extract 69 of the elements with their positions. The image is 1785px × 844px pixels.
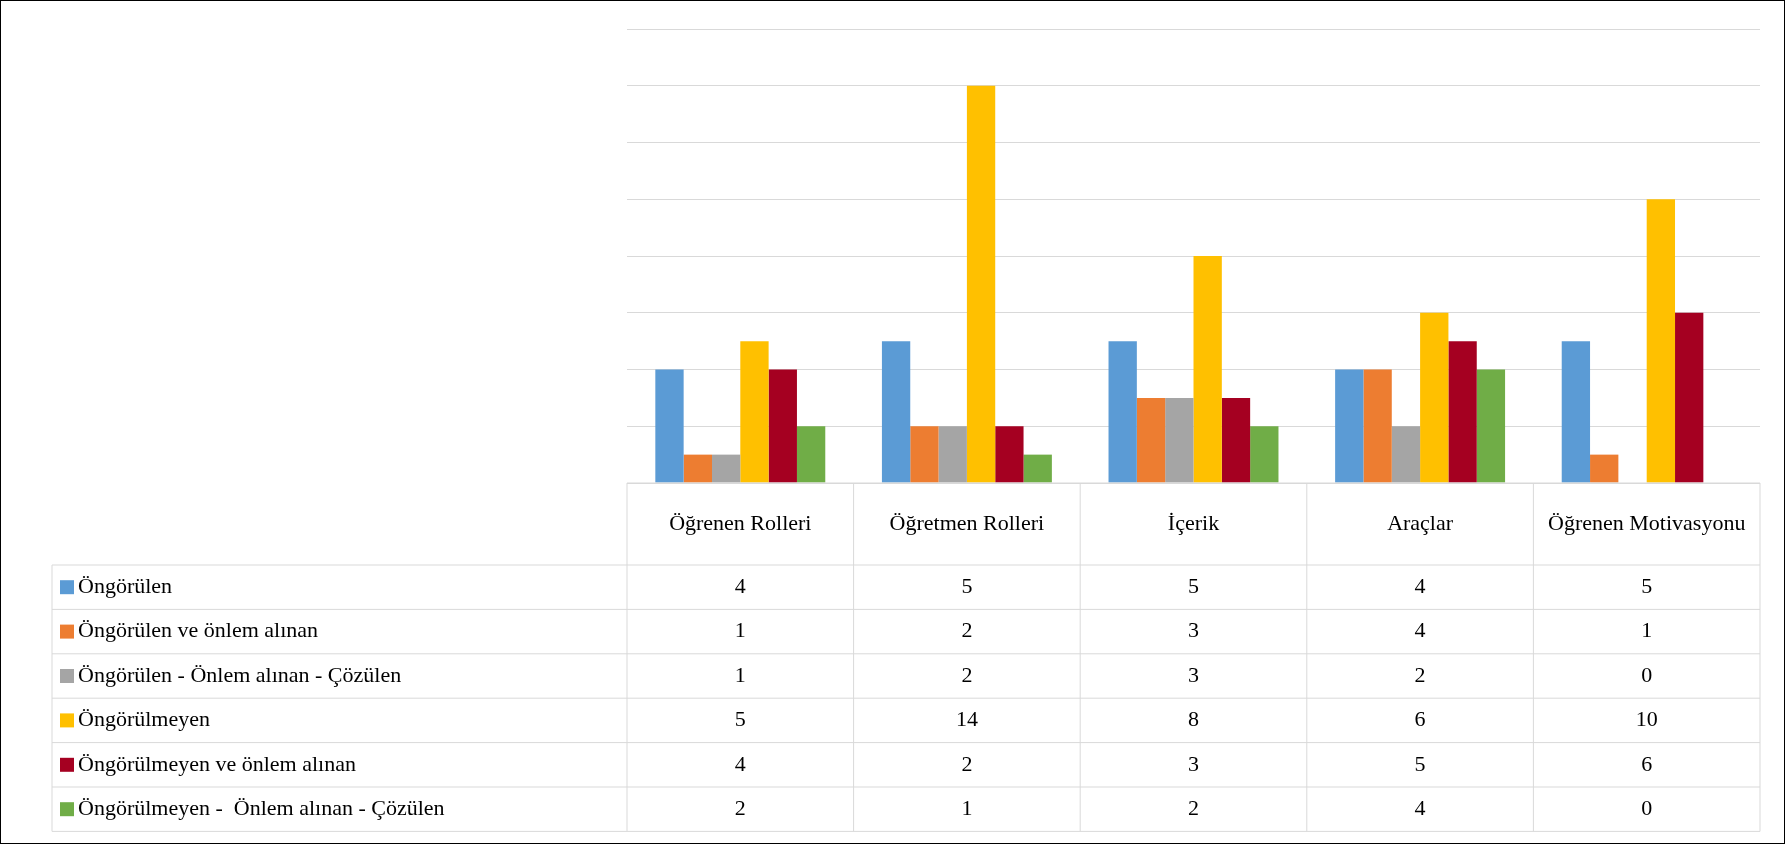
bar — [1675, 312, 1704, 483]
x-tick-label: İçerik — [1167, 509, 1220, 535]
bar — [740, 341, 769, 483]
data-label: 10 — [1635, 706, 1658, 732]
legend-label: Öngörülen — [78, 572, 173, 598]
data-label: 2 — [961, 750, 973, 776]
data-label: 0 — [1641, 661, 1653, 687]
legend-label: Öngörülen ve önlem alınan — [78, 617, 319, 643]
data-label: 1 — [734, 661, 746, 687]
bar — [1136, 397, 1166, 483]
data-label: 2 — [961, 661, 973, 687]
x-tick-label: Öğretmen Rolleri — [889, 509, 1045, 535]
data-label: 5 — [734, 706, 746, 732]
legend-label: Öngörülmeyen — [78, 706, 210, 732]
data-label: 4 — [1414, 794, 1426, 820]
bar — [1646, 199, 1676, 483]
data-label: 5 — [1414, 750, 1426, 776]
bar — [910, 426, 939, 483]
data-label: 5 — [1641, 572, 1653, 598]
data-label: 6 — [1641, 750, 1653, 776]
data-label: 2 — [734, 794, 746, 820]
data-label: 1 — [1641, 617, 1653, 643]
data-label: 4 — [1414, 572, 1426, 598]
data-label: 3 — [1188, 617, 1199, 643]
bar — [1108, 341, 1137, 483]
bar — [1363, 369, 1392, 483]
bar — [796, 426, 826, 483]
data-label: 0 — [1641, 794, 1653, 820]
x-tick-label: Öğrenen Rolleri — [669, 509, 812, 535]
bar — [881, 341, 911, 483]
bar — [711, 454, 741, 483]
bar — [1250, 426, 1279, 483]
bar — [1391, 426, 1421, 483]
x-tick-label: Öğrenen Motivasyonu — [1548, 509, 1746, 535]
legend-label: Öngörülmeyen ve önlem alınan — [78, 750, 356, 776]
data-label: 3 — [1188, 750, 1199, 776]
data-label: 4 — [734, 750, 746, 776]
bar — [1476, 369, 1506, 483]
bar — [1193, 256, 1222, 483]
bar — [1420, 312, 1449, 483]
data-label: 5 — [961, 572, 973, 598]
data-label: 6 — [1414, 706, 1426, 732]
data-label: 14 — [955, 706, 978, 732]
data-label: 2 — [1414, 661, 1426, 687]
bar — [1335, 369, 1364, 483]
bar — [966, 85, 996, 483]
bar — [1165, 397, 1194, 483]
x-tick-label: Araçlar — [1387, 509, 1454, 535]
data-label: 4 — [1414, 617, 1426, 643]
data-label: 1 — [734, 617, 746, 643]
data-label: 4 — [734, 572, 746, 598]
bar — [1023, 454, 1052, 483]
data-label: 2 — [961, 617, 973, 643]
bar — [1590, 454, 1619, 483]
data-label: 3 — [1188, 661, 1199, 687]
bar — [995, 426, 1024, 483]
data-label: 8 — [1188, 706, 1199, 732]
data-label: 2 — [1188, 794, 1199, 820]
data-label: 5 — [1188, 572, 1199, 598]
bar — [683, 454, 712, 483]
legend-label: Öngörülmeyen - Önlem alınan - Çözülen — [78, 794, 445, 820]
bar — [1221, 397, 1251, 483]
bar — [655, 369, 684, 483]
bar — [938, 426, 967, 483]
bar — [1448, 341, 1477, 483]
legend-label: Öngörülen - Önlem alınan - Çözülen — [78, 661, 402, 687]
bar — [768, 369, 797, 483]
data-label: 1 — [961, 794, 973, 820]
bar — [1561, 341, 1591, 483]
